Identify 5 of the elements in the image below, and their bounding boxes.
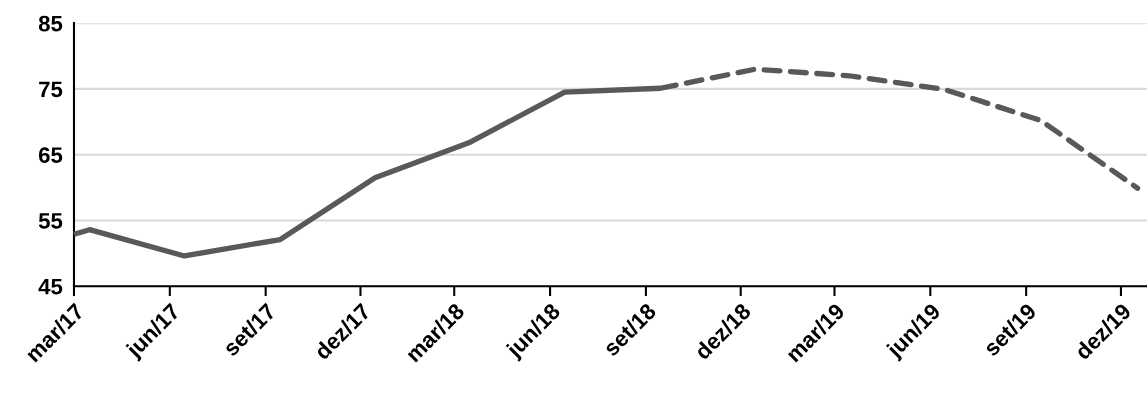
y-tick-label: 45 <box>38 278 63 295</box>
y-tick-label: 85 <box>38 15 63 32</box>
y-tick-label: 65 <box>38 147 63 163</box>
y-tick-label: 75 <box>39 81 63 98</box>
y-tick-label: 55 <box>38 213 63 229</box>
